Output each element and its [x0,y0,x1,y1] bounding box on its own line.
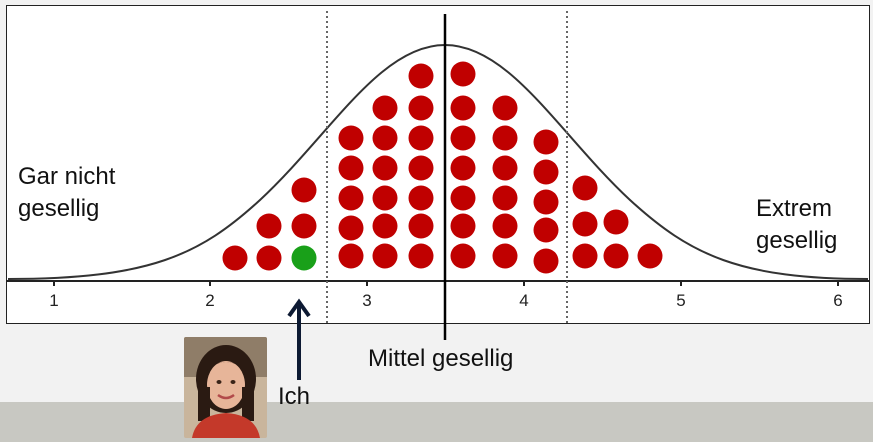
population-dot [450,61,476,87]
population-dot [637,243,663,269]
population-dot [450,213,476,239]
person-photo [184,337,267,438]
population-dot [450,95,476,121]
population-dot [533,248,559,274]
population-dot [408,125,434,151]
bell-curve [7,43,869,280]
population-dot [408,155,434,181]
population-dot [338,125,364,151]
population-dot [372,125,398,151]
population-dot [338,155,364,181]
population-dot [533,159,559,185]
tick-label: 5 [676,291,685,310]
population-dot [408,185,434,211]
tick-label: 1 [49,291,58,310]
population-dot [572,243,598,269]
population-dot [450,155,476,181]
population-dot [572,211,598,237]
population-dot [256,213,282,239]
chart-panel [6,5,870,324]
population-dot [603,209,629,235]
population-dot [450,125,476,151]
population-dot [338,243,364,269]
right-extreme-label: Extrem gesellig [756,195,838,254]
population-dot [450,243,476,269]
tick-label: 3 [362,291,371,310]
population-dot [492,185,518,211]
population-dot [492,155,518,181]
population-dot [408,243,434,269]
population-dot [291,213,317,239]
population-dot [408,63,434,89]
tick-label: 6 [833,291,842,310]
mean-label: Mittel gesellig [368,345,514,372]
axis-ticks [53,281,839,286]
population-dot [372,213,398,239]
me-dot [291,245,317,271]
footer-band [0,402,873,442]
population-dot [256,245,282,271]
up-arrow-icon [287,298,311,380]
population-dot [492,243,518,269]
population-dot [492,213,518,239]
population-dot [450,185,476,211]
population-dot [408,95,434,121]
population-dot [492,95,518,121]
tick-label: 4 [519,291,528,310]
population-dot [372,95,398,121]
population-dots [222,61,663,274]
population-dot [492,125,518,151]
population-dot [533,189,559,215]
population-dot [572,175,598,201]
population-dot [533,129,559,155]
population-dot [372,243,398,269]
population-dot [338,215,364,241]
population-dot [291,177,317,203]
population-dot [533,217,559,243]
population-dot [372,155,398,181]
left-extreme-label: Gar nicht gesellig [18,163,116,222]
population-dot [408,213,434,239]
me-label: Ich [278,383,311,410]
population-dot [222,245,248,271]
population-dot [372,185,398,211]
population-dot [338,185,364,211]
tick-label: 2 [205,291,214,310]
population-dot [603,243,629,269]
